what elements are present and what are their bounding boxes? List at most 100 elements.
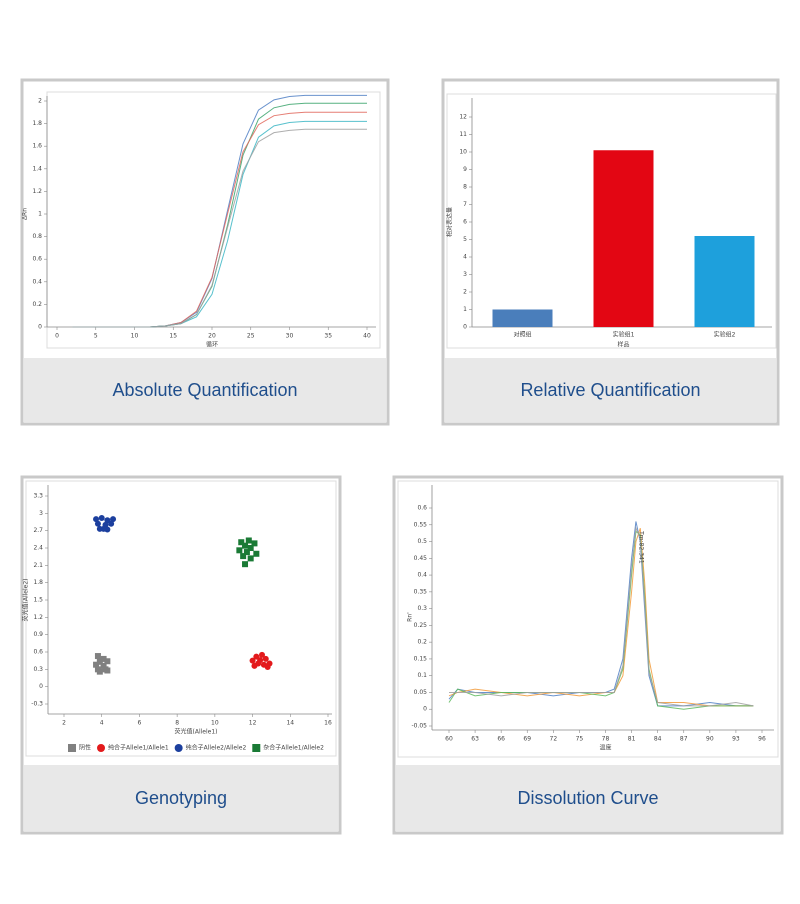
caption-box: [24, 358, 386, 422]
y-tick-label: -0.3: [31, 701, 43, 708]
point: [247, 555, 254, 562]
y-tick-label: 12: [459, 114, 467, 121]
point: [242, 542, 249, 549]
x-tick-label: 实验组1: [613, 331, 635, 339]
y-tick-label: 3.3: [33, 493, 43, 500]
legend-label: 纯合子Allele1/Allele1: [108, 744, 169, 752]
y-tick-label: 0.6: [32, 256, 42, 263]
point: [259, 651, 265, 658]
y-tick-label: 1.4: [32, 165, 42, 172]
point: [242, 561, 249, 568]
caption: Relative Quantification: [520, 380, 700, 400]
point: [247, 545, 254, 551]
plot-frame: [25, 480, 337, 757]
y-tick-label: 7: [463, 201, 467, 208]
legend-marker: [174, 744, 183, 752]
y-tick-label: 2.4: [33, 545, 43, 552]
x-tick-label: 2: [62, 720, 66, 727]
point: [94, 520, 101, 527]
x-tick-label: 10: [131, 333, 139, 340]
legend-label: 阴性: [79, 744, 91, 752]
y-tick-label: 0: [39, 683, 43, 690]
y-tick-label: 0.05: [414, 689, 428, 696]
point: [100, 662, 107, 669]
caption: Genotyping: [135, 788, 227, 808]
x-tick-label: 14: [286, 720, 294, 727]
point: [236, 547, 243, 554]
y-tick-label: 10: [459, 149, 467, 156]
legend-label: 杂合子Allele1/Allele2: [263, 744, 324, 752]
x-tick-label: 20: [208, 333, 216, 340]
y-tick-label: 0.5: [417, 538, 427, 545]
y-tick-label: 0: [463, 324, 467, 331]
x-tick-label: 72: [550, 736, 558, 743]
legend-marker: [252, 744, 261, 752]
y-tick-label: 0.6: [33, 649, 43, 656]
y-tick-label: 2: [463, 289, 467, 296]
y-tick-label: 0.1: [417, 672, 427, 679]
y-tick-label: 0.2: [32, 301, 42, 308]
x-tick-label: 69: [523, 736, 531, 743]
y-tick-label: 0.35: [414, 588, 428, 595]
point: [262, 655, 269, 662]
bar: [694, 236, 755, 327]
point: [96, 658, 103, 665]
y-tick-label: 1: [463, 306, 467, 313]
y-tick-label: 0.9: [33, 631, 43, 638]
y-tick-label: 3: [463, 271, 467, 278]
x-tick-label: 66: [497, 736, 505, 743]
y-tick-label: 0.6: [417, 505, 427, 512]
plot-frame: [397, 480, 779, 758]
x-tick-label: 对照组: [513, 331, 531, 339]
y-tick-label: 1.8: [33, 579, 43, 586]
point: [243, 549, 250, 556]
x-tick-label: 25: [247, 333, 255, 340]
x-tick-label: 6: [138, 720, 142, 727]
point: [104, 517, 111, 524]
x-tick-label: 90: [706, 736, 714, 743]
x-tick-label: 75: [576, 736, 584, 743]
y-tick-label: 1.2: [33, 614, 43, 621]
y-axis-label: Rn': [407, 612, 414, 622]
point: [249, 657, 256, 664]
point: [238, 539, 245, 546]
y-tick-label: 0.15: [414, 655, 428, 662]
y-tick-label: 0.8: [32, 233, 42, 240]
y-tick-label: 0.45: [414, 555, 428, 562]
y-tick-label: 0.55: [414, 521, 428, 528]
point: [93, 516, 100, 523]
x-tick-label: 93: [732, 736, 740, 743]
y-tick-label: 11: [459, 131, 467, 138]
x-tick-label: 15: [169, 333, 177, 340]
point: [245, 537, 252, 544]
caption-box: [24, 765, 338, 831]
y-tick-label: 0: [423, 706, 427, 713]
caption: Dissolution Curve: [517, 788, 658, 808]
y-tick-label: 2.7: [33, 527, 43, 534]
point: [98, 514, 105, 521]
line: [72, 128, 367, 328]
x-tick-label: 81: [628, 736, 636, 743]
point: [253, 550, 260, 557]
y-tick-label: 1.8: [32, 120, 42, 127]
plot-frame: [446, 93, 777, 349]
x-tick-label: 84: [654, 736, 662, 743]
point: [253, 653, 260, 660]
y-tick-label: 0: [38, 324, 42, 331]
y-tick-label: 0.3: [417, 605, 427, 612]
annotation: Tm:82.341: [637, 530, 644, 564]
bar: [593, 150, 654, 327]
point: [94, 653, 101, 660]
x-tick-label: 30: [286, 333, 294, 340]
point: [104, 658, 111, 665]
x-tick-label: 78: [602, 736, 610, 743]
y-axis-label: 相对表达量: [446, 207, 454, 237]
x-tick-label: 63: [471, 736, 479, 743]
point: [264, 664, 271, 671]
y-tick-label: 2: [38, 98, 42, 105]
caption-box: [445, 358, 776, 422]
x-tick-label: 35: [324, 333, 332, 340]
line: [448, 527, 754, 707]
y-tick-label: 1.2: [32, 188, 42, 195]
